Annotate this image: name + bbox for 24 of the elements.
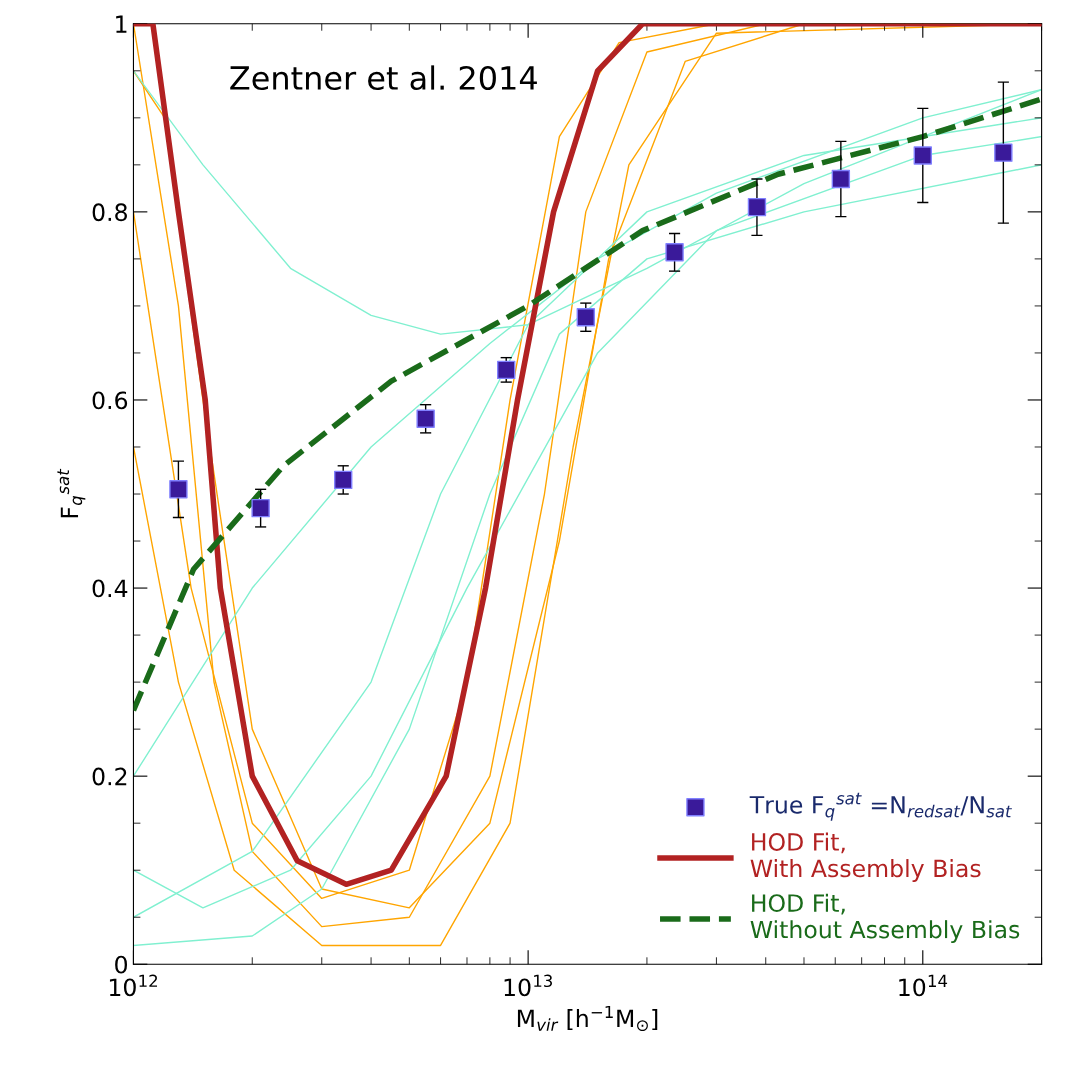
- y-tick-label: 0.4: [92, 579, 128, 598]
- point: [994, 143, 1013, 162]
- point: [913, 146, 932, 165]
- point: [169, 480, 188, 499]
- x-tick-label: 10$^{13}$: [504, 974, 553, 997]
- y-tick-label: 0: [115, 955, 128, 974]
- point: [416, 409, 435, 428]
- x-tick-label: 10$^{14}$: [899, 974, 948, 997]
- legend-label: True F$_{q}$$^{sat}$ =N$_{redsat}$/N$_{sat}$: [749, 792, 1012, 821]
- point: [251, 498, 270, 518]
- y-axis-title: F$_{q}$$^{sat}$: [57, 468, 86, 518]
- point: [831, 169, 851, 189]
- point: [747, 197, 767, 217]
- point: [665, 243, 684, 262]
- y-tick-label: 0.8: [92, 203, 127, 222]
- x-tick-label: 10$^{12}$: [109, 974, 158, 997]
- y-tick-label: 1: [116, 15, 127, 33]
- legend-label: HOD Fit, With Assembly Bias: [750, 832, 981, 882]
- annotation: Zentner et al. 2014: [230, 65, 537, 91]
- y-tick-label: 0.2: [92, 767, 127, 786]
- legend-label: HOD Fit, Without Assembly Bias: [750, 893, 1020, 943]
- point: [334, 470, 353, 490]
- x-axis-title: M$_{vir}$ [h$^{−1}$M$_{⊙}$]: [517, 1005, 658, 1032]
- y-tick-label: 0.6: [92, 391, 128, 410]
